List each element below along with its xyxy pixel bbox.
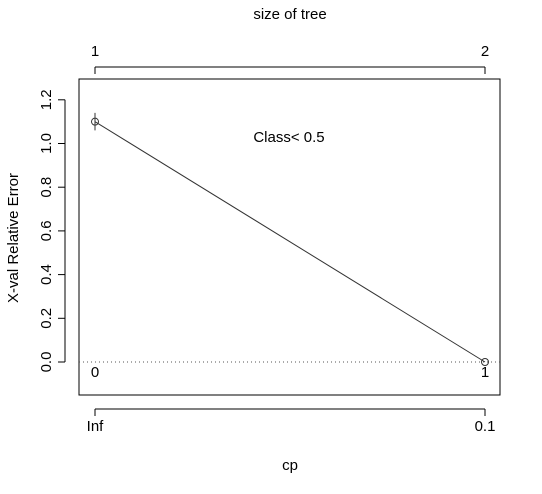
series-line [94,121,486,363]
y-tick-label: 0.6 [38,220,55,241]
y-tick-label: 0.8 [38,177,55,198]
top-axis-title: size of tree [253,6,326,23]
point-label: 0 [91,364,99,381]
data-point [91,117,99,126]
chart-marks: 0.0 0.2 0.4 0.6 0.8 1.0 1.2 Inf 0.1 1 2 0 1 [38,43,500,435]
y-tick-label: 1.2 [38,89,55,110]
y-tick-label: 1.0 [38,133,55,154]
annotation-label: Class< 0.5 [253,129,324,146]
y-tick-label: 0.2 [38,308,55,329]
y-tick-label: 0.0 [38,352,55,373]
point-label: 1 [481,364,489,381]
top-tick-label: 2 [481,43,489,60]
x-tick-label: 0.1 [475,418,496,435]
y-axis-title: X-val Relative Error [5,173,22,303]
x-axis-title: cp [282,457,298,474]
x-tick-label: Inf [87,418,105,435]
data-point [481,358,489,366]
y-tick-label: 0.4 [38,264,55,285]
plot-box [78,78,501,396]
top-tick-label: 1 [91,43,99,60]
